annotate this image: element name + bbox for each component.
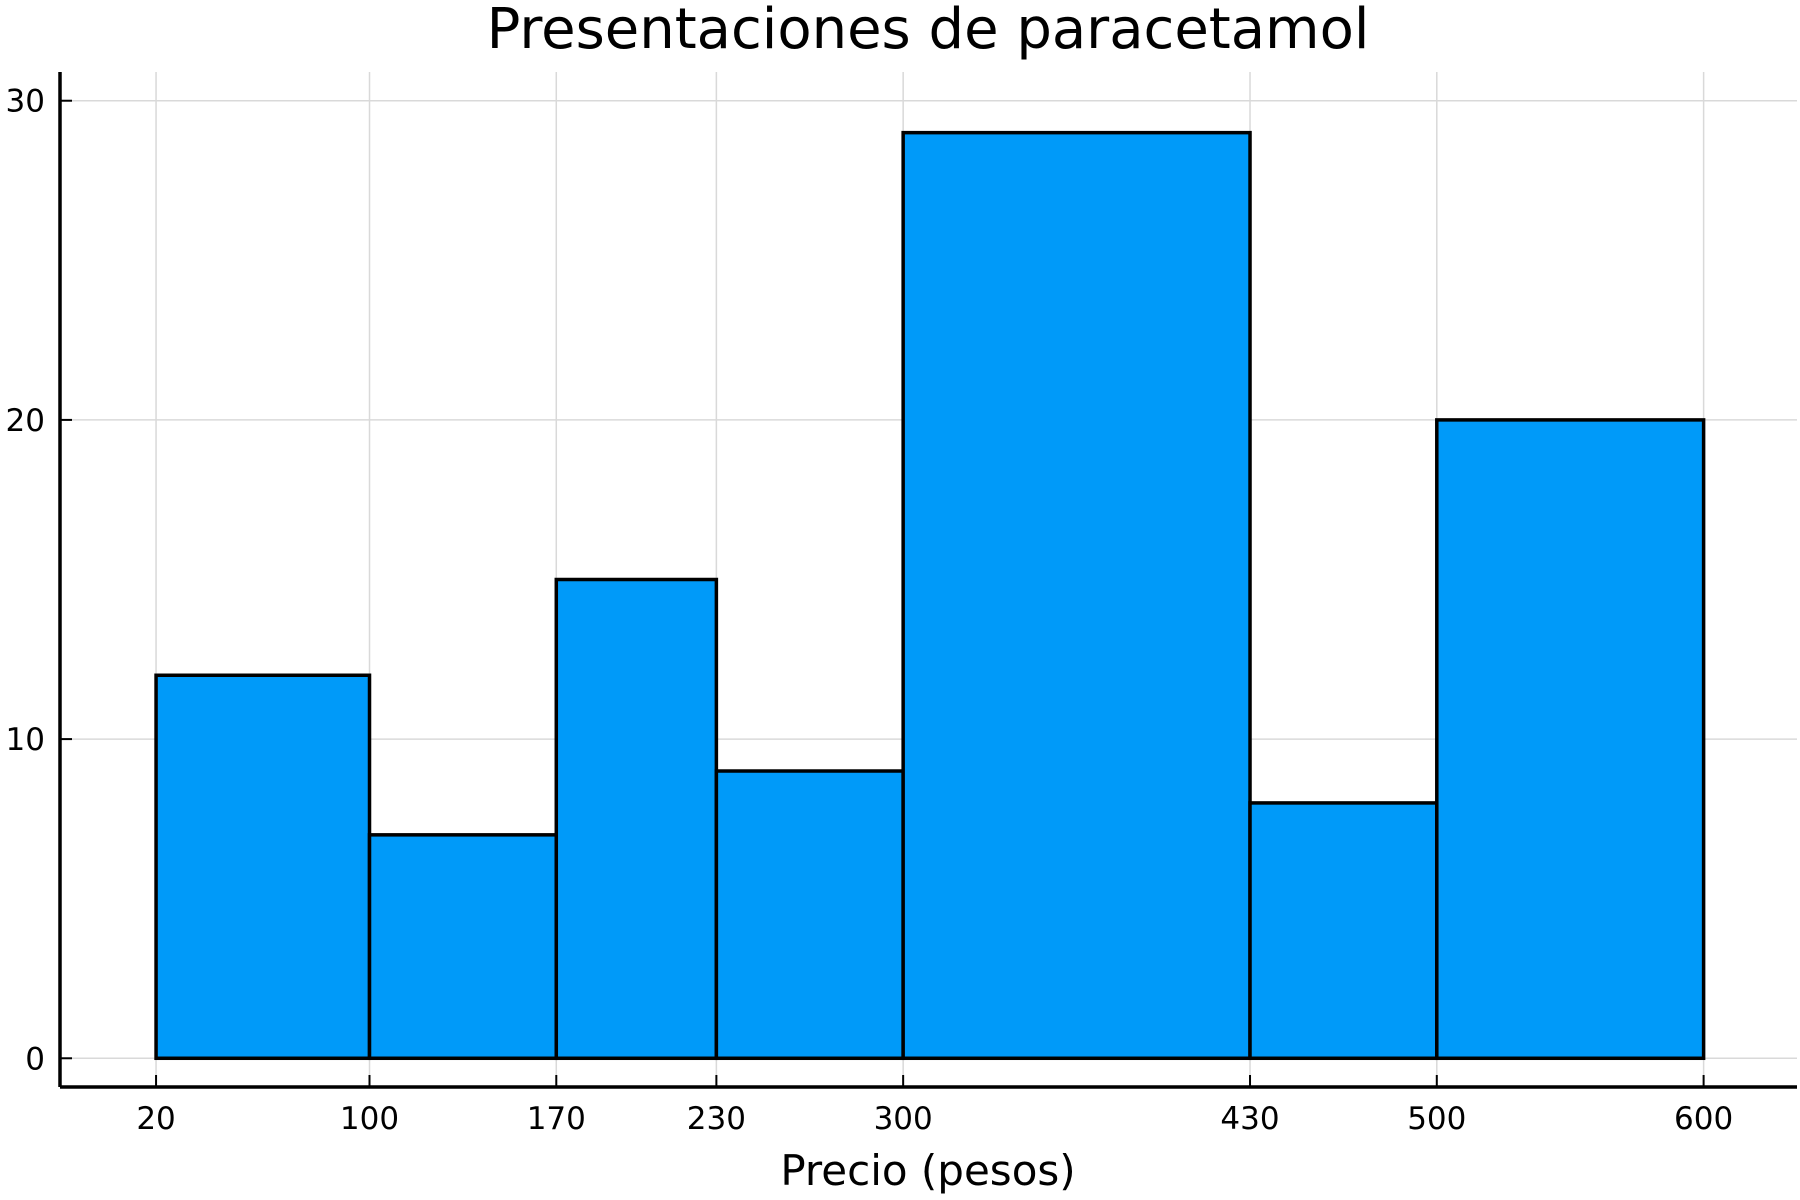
x-axis-label: Precio (pesos)	[780, 1146, 1075, 1195]
chart-title: Presentaciones de paracetamol	[487, 0, 1370, 62]
histogram-bar	[901, 130, 1252, 1061]
ticks-layer: 20 100 170 230 300 430 500 600 0 10 20 30	[6, 84, 1734, 1137]
x-tick-label: 430	[1220, 1101, 1279, 1137]
x-tick-label: 20	[136, 1101, 175, 1137]
histogram-bar	[554, 577, 719, 1061]
x-tick-label: 170	[527, 1101, 586, 1137]
histogram-bar	[1435, 418, 1706, 1061]
y-tick-label: 0	[25, 1041, 45, 1077]
y-tick-label: 10	[6, 722, 45, 758]
x-tick-label: 300	[874, 1101, 933, 1137]
bars-layer	[154, 130, 1706, 1061]
x-tick-label: 100	[340, 1101, 399, 1137]
histogram-bar	[154, 673, 372, 1061]
histogram-bar	[714, 769, 905, 1061]
histogram-bar	[1248, 801, 1439, 1061]
x-tick-label: 600	[1674, 1101, 1733, 1137]
y-tick-label: 20	[6, 403, 45, 439]
x-tick-label: 230	[687, 1101, 746, 1137]
x-tick-label: 500	[1407, 1101, 1466, 1137]
y-tick-label: 30	[6, 84, 45, 120]
histogram-bar	[367, 833, 559, 1061]
axes-layer	[58, 72, 1797, 1089]
